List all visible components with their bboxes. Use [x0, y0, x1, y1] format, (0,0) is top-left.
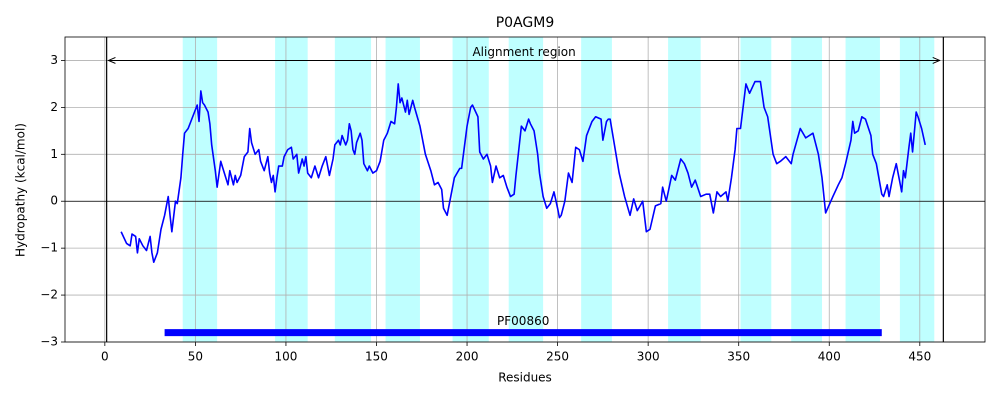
x-tick-label: 100: [274, 350, 297, 364]
y-tick-label: 1: [50, 147, 58, 161]
x-tick-label: 450: [908, 350, 931, 364]
highlight-span: [791, 37, 823, 342]
highlight-span: [275, 37, 308, 342]
x-tick-label: 300: [637, 350, 660, 364]
y-tick-label: −3: [40, 335, 58, 349]
highlight-span: [182, 37, 218, 342]
y-tick-label: −1: [40, 241, 58, 255]
x-tick-label: 200: [456, 350, 479, 364]
x-tick-label: 250: [546, 350, 569, 364]
x-tick-label: 0: [101, 350, 109, 364]
y-axis-label: Hydropathy (kcal/mol): [14, 123, 28, 257]
y-tick-label: −2: [40, 288, 58, 302]
x-tick-label: 350: [727, 350, 750, 364]
domain-label: PF00860: [497, 314, 549, 328]
highlight-span: [581, 37, 612, 342]
x-tick-label: 150: [365, 350, 388, 364]
x-tick-label: 400: [818, 350, 841, 364]
hydropathy-line: [120, 80, 927, 264]
highlight-span: [334, 37, 372, 342]
highlight-span: [385, 37, 420, 342]
highlight-span: [845, 37, 880, 342]
plot-frame: [64, 36, 986, 343]
highlight-span: [668, 37, 701, 342]
highlight-span: [452, 37, 489, 342]
annotation-label: Alignment region: [472, 45, 575, 59]
x-tick-label: 50: [188, 350, 203, 364]
y-tick-label: 0: [50, 194, 58, 208]
highlight-span: [899, 37, 935, 342]
y-tick-label: 2: [50, 100, 58, 114]
x-axis-label: Residues: [498, 371, 552, 385]
highlight-span: [740, 37, 772, 342]
chart-title: P0AGM9: [496, 15, 555, 31]
y-tick-label: 3: [50, 53, 58, 67]
